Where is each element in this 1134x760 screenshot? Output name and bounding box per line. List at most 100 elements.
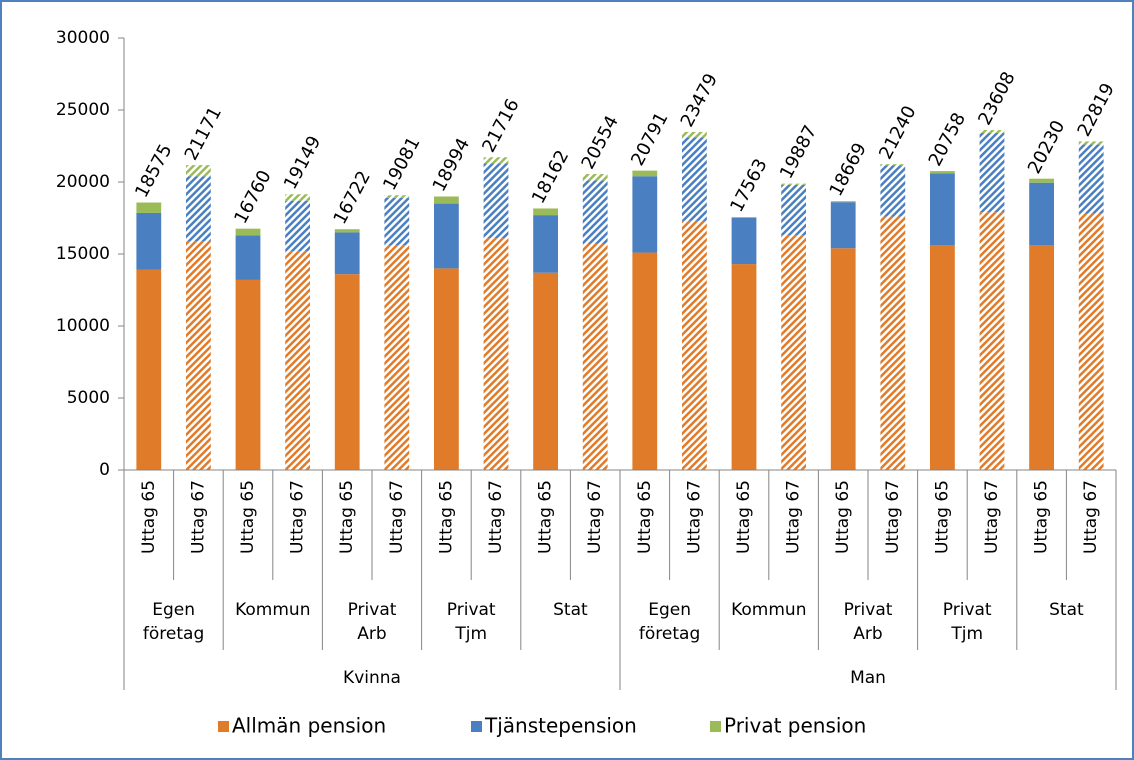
y-tick-label: 30000 (56, 28, 110, 48)
x-tick-label: Uttag 65 (1032, 480, 1052, 554)
group-label: Privat Arb (844, 600, 893, 644)
bar-segment (186, 176, 211, 242)
bar-segment (285, 200, 310, 252)
bar-segment (384, 197, 410, 246)
data-label: 20554 (577, 112, 622, 172)
x-tick-label: Uttag 67 (188, 480, 208, 554)
bar-segment (434, 196, 459, 204)
bar-segment (186, 241, 211, 470)
group-label: Kommun (731, 600, 806, 620)
top-group-label: Man (850, 668, 886, 688)
data-label: 17563 (726, 155, 771, 215)
data-label: 20758 (925, 109, 970, 169)
bar-segment (979, 212, 1005, 471)
x-tick-label: Uttag 65 (833, 480, 853, 554)
bar-segment (830, 248, 856, 470)
bar-segment (533, 215, 558, 273)
bar-segment (582, 174, 608, 181)
bar-segment (731, 217, 757, 218)
data-label: 21171 (181, 103, 226, 163)
data-label: 18162 (528, 147, 573, 207)
bar-segment (483, 238, 509, 470)
legend-swatch (218, 721, 229, 732)
data-label: 19081 (379, 134, 424, 194)
x-tick-label: Uttag 65 (734, 480, 754, 554)
group-label: Egen företag (639, 600, 700, 644)
bar-segment (1078, 144, 1104, 214)
x-tick-label: Uttag 67 (486, 480, 506, 554)
bar-segment (384, 195, 410, 198)
data-label: 20791 (627, 109, 672, 169)
bar-segment (632, 176, 658, 253)
bar-segment (632, 170, 658, 177)
group-label: Privat Tjm (447, 600, 496, 644)
y-tick-label: 10000 (56, 316, 110, 336)
bar-segment (285, 194, 310, 201)
x-tick-label: Uttag 67 (784, 480, 804, 554)
bar-segment (582, 243, 608, 470)
bar-segment (434, 268, 459, 470)
data-label: 23479 (677, 70, 722, 130)
data-label: 19887 (776, 122, 821, 182)
group-label: Privat Arb (348, 600, 397, 644)
bar-segment (136, 269, 162, 470)
bar-segment (731, 264, 757, 470)
x-tick-label: Uttag 67 (1081, 480, 1101, 554)
bar-segment (1029, 178, 1054, 183)
bar-segment (334, 232, 360, 275)
y-tick-label: 0 (99, 460, 110, 480)
bar-segment (781, 183, 806, 185)
bar-segment (582, 180, 608, 244)
bar-segment (1029, 245, 1054, 470)
bar-segment (334, 274, 360, 470)
bar-segment (434, 203, 459, 269)
group-label: Kommun (235, 600, 310, 620)
bar-segment (235, 228, 261, 236)
data-label: 19149 (280, 133, 325, 193)
bar-segment (781, 235, 806, 470)
bar-segment (632, 252, 658, 470)
legend-label: Privat pension (724, 714, 866, 738)
data-label: 16722 (329, 167, 374, 227)
bar-segment (1078, 141, 1104, 145)
legend-swatch (710, 721, 721, 732)
y-tick-label: 15000 (56, 244, 110, 264)
group-label: Egen företag (143, 600, 204, 644)
bar-segment (880, 216, 906, 470)
group-label: Stat (1049, 600, 1084, 620)
data-label: 21716 (478, 96, 523, 156)
bar-segment (235, 235, 261, 280)
bar-segment (979, 130, 1005, 134)
bar-segment (1078, 213, 1104, 470)
data-label: 22819 (1073, 80, 1118, 140)
bar-segment (979, 133, 1005, 213)
x-tick-label: Uttag 65 (436, 480, 456, 554)
group-label: Privat Tjm (943, 600, 992, 644)
top-group-label: Kvinna (343, 668, 401, 688)
bar-segment (930, 173, 955, 246)
bar-segment (235, 279, 261, 470)
x-tick-label: Uttag 67 (387, 480, 407, 554)
bar-segment (880, 164, 906, 166)
bar-segment (483, 157, 509, 164)
bar-segment (930, 245, 955, 470)
data-label: 18994 (429, 135, 474, 195)
bar-segment (682, 220, 707, 470)
x-tick-label: Uttag 67 (585, 480, 605, 554)
bar-segment (384, 245, 410, 470)
legend-label: Allmän pension (232, 714, 386, 738)
x-tick-label: Uttag 65 (337, 480, 357, 554)
bar-segment (136, 202, 162, 213)
bar-segment (830, 201, 856, 203)
data-label: 16760 (230, 167, 275, 227)
bar-segment (483, 163, 509, 239)
y-tick-label: 25000 (56, 100, 110, 120)
bar-segment (682, 137, 707, 221)
data-label: 18575 (131, 141, 176, 201)
bar-segment (682, 131, 707, 138)
x-tick-label: Uttag 67 (684, 480, 704, 554)
bar-segment (731, 218, 757, 265)
group-label: Stat (553, 600, 588, 620)
x-tick-label: Uttag 65 (238, 480, 258, 554)
